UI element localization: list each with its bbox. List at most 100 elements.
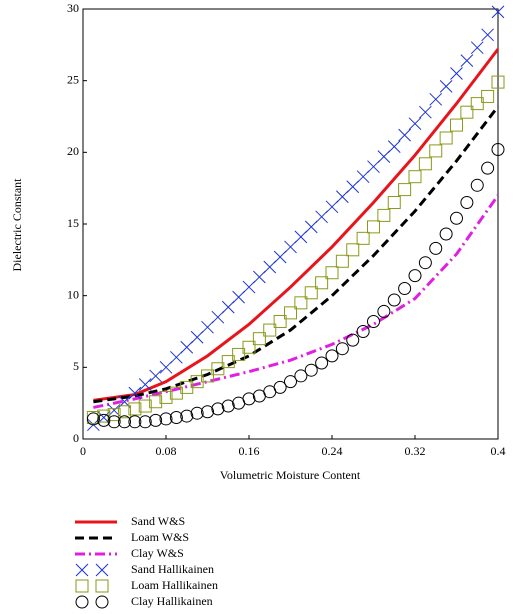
x-tick-label: 0.08 bbox=[156, 444, 177, 458]
marker-circle bbox=[159, 412, 173, 426]
marker-circle bbox=[169, 411, 183, 424]
marker-circle bbox=[346, 333, 360, 347]
marker-x bbox=[284, 240, 297, 254]
marker-x bbox=[470, 41, 484, 55]
x-tick-label: 0.32 bbox=[405, 444, 426, 458]
marker-square bbox=[398, 183, 412, 197]
marker-circle bbox=[335, 342, 349, 356]
marker-square bbox=[242, 340, 256, 354]
marker-circle bbox=[367, 314, 380, 328]
marker-square bbox=[263, 323, 277, 337]
marker-circle bbox=[450, 211, 463, 225]
marker-x bbox=[294, 230, 308, 244]
marker-circle bbox=[304, 363, 318, 377]
marker-x bbox=[242, 280, 256, 294]
marker-square bbox=[149, 395, 163, 409]
series-line bbox=[93, 48, 500, 402]
marker-square bbox=[356, 231, 370, 245]
legend-marker bbox=[75, 563, 89, 577]
marker-square bbox=[97, 409, 111, 423]
legend-marker bbox=[75, 579, 89, 593]
marker-x bbox=[232, 290, 245, 304]
marker-square bbox=[387, 196, 401, 209]
marker-x bbox=[325, 200, 339, 214]
marker-square bbox=[252, 332, 266, 346]
marker-square bbox=[304, 286, 318, 300]
marker-x bbox=[356, 170, 370, 184]
marker-square bbox=[439, 131, 453, 145]
marker-square bbox=[335, 254, 349, 268]
x-axis-label: Volumetric Moisture Content bbox=[220, 468, 361, 482]
marker-circle bbox=[387, 293, 401, 307]
marker-square bbox=[159, 390, 173, 404]
marker-x bbox=[304, 220, 318, 234]
marker-circle bbox=[273, 380, 287, 394]
y-tick-label: 0 bbox=[73, 431, 79, 445]
legend-marker bbox=[75, 595, 89, 609]
marker-circle bbox=[211, 402, 225, 416]
plot-frame bbox=[82, 8, 499, 440]
marker-circle bbox=[294, 369, 308, 383]
marker-x bbox=[398, 128, 411, 142]
marker-circle bbox=[398, 282, 412, 295]
marker-x bbox=[149, 369, 162, 383]
marker-circle bbox=[128, 415, 142, 429]
marker-circle bbox=[201, 405, 214, 419]
marker-x bbox=[221, 300, 235, 314]
y-tick-label: 15 bbox=[67, 216, 79, 230]
marker-square bbox=[118, 405, 131, 419]
marker-x bbox=[367, 160, 380, 174]
marker-square bbox=[232, 347, 246, 361]
marker-circle bbox=[118, 415, 131, 429]
marker-x bbox=[450, 67, 463, 80]
legend-marker bbox=[95, 563, 109, 577]
marker-circle bbox=[460, 196, 474, 209]
marker-x bbox=[253, 270, 266, 284]
marker-x bbox=[138, 378, 152, 391]
marker-square bbox=[460, 105, 474, 119]
marker-square bbox=[470, 97, 484, 111]
marker-circle bbox=[221, 399, 235, 413]
legend-marker bbox=[95, 595, 109, 609]
marker-circle bbox=[242, 392, 256, 406]
marker-x bbox=[201, 320, 214, 334]
marker-square bbox=[377, 208, 391, 222]
marker-x bbox=[263, 260, 277, 274]
marker-circle bbox=[315, 356, 329, 370]
marker-x bbox=[346, 180, 360, 194]
marker-x bbox=[315, 210, 328, 224]
marker-circle bbox=[418, 256, 432, 270]
x-tick-label: 0 bbox=[80, 444, 86, 458]
marker-square bbox=[201, 369, 214, 383]
marker-square bbox=[450, 118, 463, 132]
marker-square bbox=[221, 355, 235, 369]
marker-x bbox=[481, 28, 494, 42]
marker-square bbox=[481, 89, 495, 103]
marker-x bbox=[439, 80, 453, 93]
marker-circle bbox=[439, 227, 453, 241]
legend-label: Clay W&S bbox=[131, 546, 184, 560]
marker-square bbox=[273, 314, 287, 328]
marker-square bbox=[294, 296, 308, 310]
series-line bbox=[93, 194, 500, 409]
marker-circle bbox=[325, 349, 339, 363]
y-tick-label: 25 bbox=[67, 72, 79, 86]
marker-x bbox=[159, 360, 173, 374]
marker-x bbox=[429, 92, 443, 106]
legend-label: Sand Hallikainen bbox=[131, 562, 214, 576]
x-tick-label: 0.16 bbox=[239, 444, 260, 458]
marker-circle bbox=[491, 142, 505, 156]
marker-x bbox=[180, 340, 194, 354]
legend-label: Loam Hallikainen bbox=[131, 578, 218, 592]
marker-square bbox=[367, 220, 380, 234]
marker-square bbox=[325, 266, 339, 280]
marker-circle bbox=[284, 375, 297, 389]
marker-circle bbox=[190, 406, 204, 420]
marker-square bbox=[284, 306, 297, 320]
marker-x bbox=[408, 117, 422, 131]
marker-x bbox=[460, 54, 474, 67]
marker-x bbox=[170, 350, 183, 364]
marker-circle bbox=[97, 413, 111, 427]
marker-square bbox=[138, 399, 152, 413]
marker-circle bbox=[377, 304, 391, 318]
